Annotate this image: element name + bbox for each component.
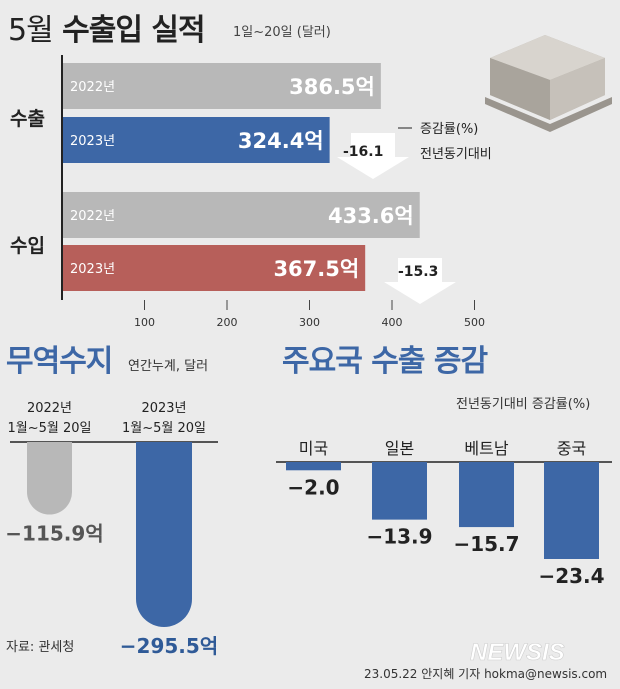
bar <box>63 63 381 109</box>
category-year-label: 2022년 <box>27 401 72 416</box>
trade-balance-chart: 2022년 1월~5월 20일 −115.9억 2023년 1월~5월 20일 −295.… <box>5 401 218 658</box>
group-label: 수입 <box>10 235 45 257</box>
bar-year-label: 2022년 <box>70 209 115 224</box>
country-export-subtitle: 전년동기대비 증감률(%) <box>456 397 591 412</box>
box-pile-top <box>490 35 605 80</box>
country-export-title: 주요국 수출 증감 <box>282 344 488 379</box>
box-pile-right <box>550 58 605 120</box>
credit-line: 23.05.22 안지혜 기자 hokma@newsis.com <box>364 667 608 681</box>
country-label: 일본 <box>385 439 414 458</box>
country-label: 베트남 <box>464 439 508 458</box>
newsis-logo: NEWSIS <box>470 639 565 667</box>
title-month: 5월 <box>8 13 54 48</box>
bar-year-label: 2023년 <box>70 134 115 149</box>
change-note-line2: 전년동기대비 <box>420 147 492 162</box>
bar-value-label: 386.5억 <box>289 75 375 99</box>
bar-year-label: 2022년 <box>70 80 115 95</box>
main-title: 5월 수출입 실적 <box>8 13 206 48</box>
bar-value-label: 324.4억 <box>238 129 324 153</box>
country-bar <box>372 462 427 520</box>
balance-value-label: −115.9억 <box>5 522 103 546</box>
country-value-label: −13.9 <box>366 525 432 549</box>
logo-text: NEWSIS <box>470 639 565 666</box>
boxes-illustration <box>485 35 612 132</box>
balance-bar <box>136 442 192 627</box>
country-label: 미국 <box>299 439 328 458</box>
main-subtitle: 1일~20일 (달러) <box>233 25 331 40</box>
change-value: -15.3 <box>398 264 438 280</box>
country-value-label: −23.4 <box>538 564 604 588</box>
bar <box>63 192 420 238</box>
country-value-label: −2.0 <box>287 475 339 499</box>
balance-value-label: −295.5억 <box>120 634 218 658</box>
group-label: 수출 <box>10 108 45 130</box>
bar-value-label: 367.5억 <box>273 257 359 281</box>
bar <box>63 117 330 163</box>
pallet <box>485 97 612 132</box>
trade-balance-title: 무역수지 <box>6 344 113 379</box>
x-tick-label: 300 <box>299 316 320 329</box>
balance-bar <box>27 442 72 515</box>
box-pile-left <box>490 58 550 120</box>
country-value-label: −15.7 <box>453 532 519 556</box>
trade-balance-subtitle: 연간누계, 달러 <box>128 359 209 374</box>
x-tick-label: 500 <box>464 316 485 329</box>
x-tick-label: 200 <box>217 316 238 329</box>
title-rest: 수출입 실적 <box>62 13 205 48</box>
category-period-label: 1월~5월 20일 <box>122 421 206 436</box>
country-label: 중국 <box>557 439 586 458</box>
category-period-label: 1월~5월 20일 <box>8 421 92 436</box>
x-tick-label: 100 <box>134 316 155 329</box>
source-note: 자료: 관세청 <box>6 640 75 655</box>
change-value: -16.1 <box>343 144 383 160</box>
category-year-label: 2023년 <box>141 401 186 416</box>
country-export-chart: 미국 −2.0 일본 −13.9 베트남 −15.7 중국 −23.4 <box>276 439 612 588</box>
country-bar <box>544 462 599 559</box>
bar <box>63 245 366 291</box>
bar-value-label: 433.6억 <box>328 204 414 228</box>
bar-year-label: 2023년 <box>70 262 115 277</box>
country-bar <box>286 462 341 471</box>
country-bar <box>459 462 514 528</box>
change-arrow <box>384 258 456 304</box>
change-arrow <box>337 133 409 179</box>
x-tick-label: 400 <box>382 316 403 329</box>
change-note-line1: 증감률(%) <box>420 122 478 137</box>
